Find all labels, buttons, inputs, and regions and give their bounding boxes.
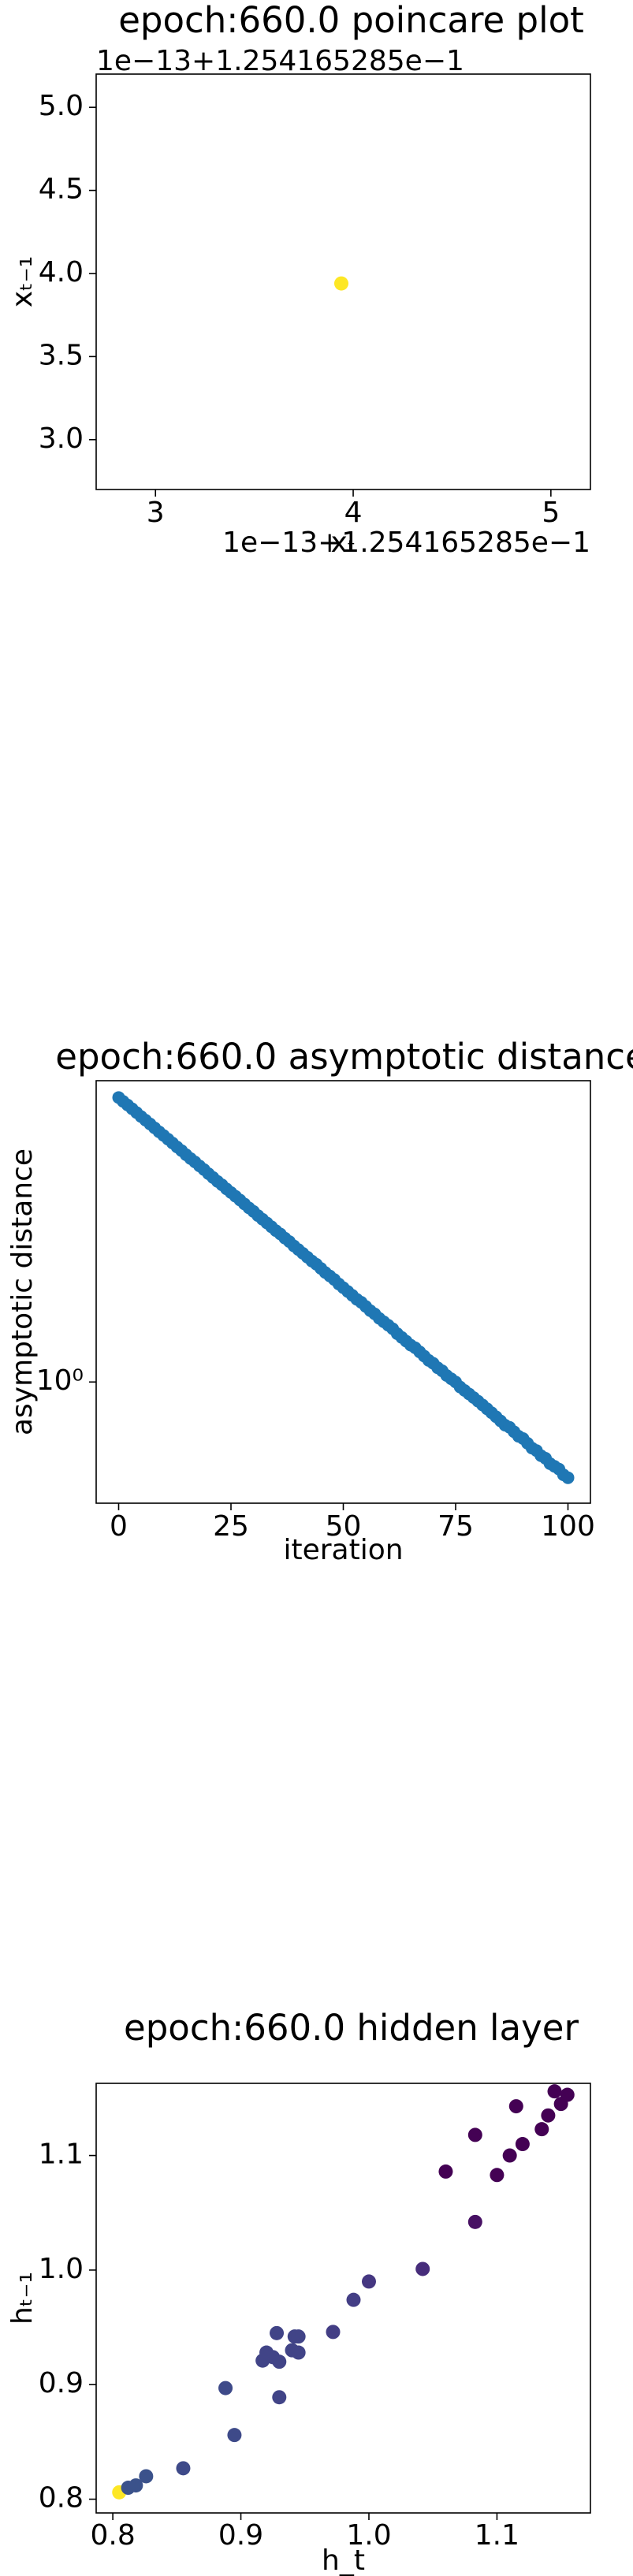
- point: [333, 276, 348, 291]
- y-tick-label: 3.0: [39, 423, 84, 455]
- x-tick-label: 1.0: [346, 2519, 391, 2552]
- point: [176, 2461, 191, 2476]
- point: [346, 2292, 361, 2307]
- x-tick-label: 0: [110, 1510, 128, 1543]
- point: [272, 2390, 287, 2405]
- x-tick-label: 4: [344, 497, 363, 529]
- point: [547, 2084, 562, 2099]
- x-tick-label: 0.8: [90, 2519, 135, 2552]
- y-tick-label: 0.8: [39, 2482, 84, 2515]
- point: [128, 2478, 143, 2493]
- y-tick-label: 0.9: [39, 2367, 84, 2399]
- x-tick-label: 5: [542, 497, 560, 529]
- point: [467, 2127, 482, 2142]
- x-axis-label: h_t: [322, 2544, 365, 2576]
- point: [291, 2329, 306, 2344]
- y-axis-label: hₜ₋₁: [6, 2272, 39, 2325]
- x-tick-label: 100: [541, 1510, 595, 1543]
- axes-frame: [95, 73, 591, 490]
- point: [515, 2137, 530, 2152]
- point: [467, 2214, 482, 2229]
- axes-frame: [95, 2083, 591, 2514]
- point: [291, 2345, 306, 2360]
- point: [139, 2469, 154, 2484]
- y-tick-label: 3.5: [39, 339, 84, 371]
- point: [227, 2428, 242, 2443]
- x-axis-label: xₜ: [331, 527, 356, 559]
- point: [502, 2148, 517, 2163]
- x-offset-label: 1e−13+1.254165285e−1: [222, 527, 590, 559]
- x-axis-label: iteration: [283, 1534, 403, 1566]
- y-axis-label: asymptotic distance: [6, 1148, 39, 1435]
- y-tick-label: 4.0: [39, 256, 84, 288]
- y-tick-label: 4.5: [39, 173, 84, 206]
- x-tick-label: 25: [213, 1510, 249, 1543]
- point: [270, 2325, 285, 2340]
- y-axis-label: xₜ₋₁: [6, 256, 39, 307]
- chart-title: epoch:660.0 poincare plot: [118, 0, 584, 41]
- y-tick-label: 5.0: [39, 90, 84, 122]
- y-tick-label: 1.1: [39, 2139, 84, 2171]
- y-tick-label: 1.0: [39, 2253, 84, 2285]
- point: [534, 2122, 549, 2137]
- chart-title: epoch:660.0 hidden layer: [124, 2007, 579, 2049]
- point: [415, 2261, 430, 2276]
- y-tick-label: 10⁰: [36, 1364, 84, 1397]
- point: [218, 2381, 233, 2395]
- x-tick-label: 1.1: [475, 2519, 519, 2552]
- point: [326, 2325, 341, 2340]
- point: [561, 1471, 575, 1484]
- point: [560, 2087, 575, 2102]
- point: [541, 2108, 556, 2123]
- point: [490, 2168, 505, 2183]
- point: [272, 2355, 287, 2369]
- point: [361, 2274, 376, 2289]
- chart-title: epoch:660.0 asymptotic distance: [55, 1036, 633, 1078]
- x-tick-label: 3: [147, 497, 165, 529]
- x-tick-label: 50: [326, 1510, 362, 1543]
- y-offset-label: 1e−13+1.254165285e−1: [96, 45, 464, 77]
- x-tick-label: 75: [438, 1510, 474, 1543]
- point: [508, 2099, 523, 2114]
- point: [438, 2164, 453, 2179]
- x-tick-label: 0.9: [218, 2519, 263, 2552]
